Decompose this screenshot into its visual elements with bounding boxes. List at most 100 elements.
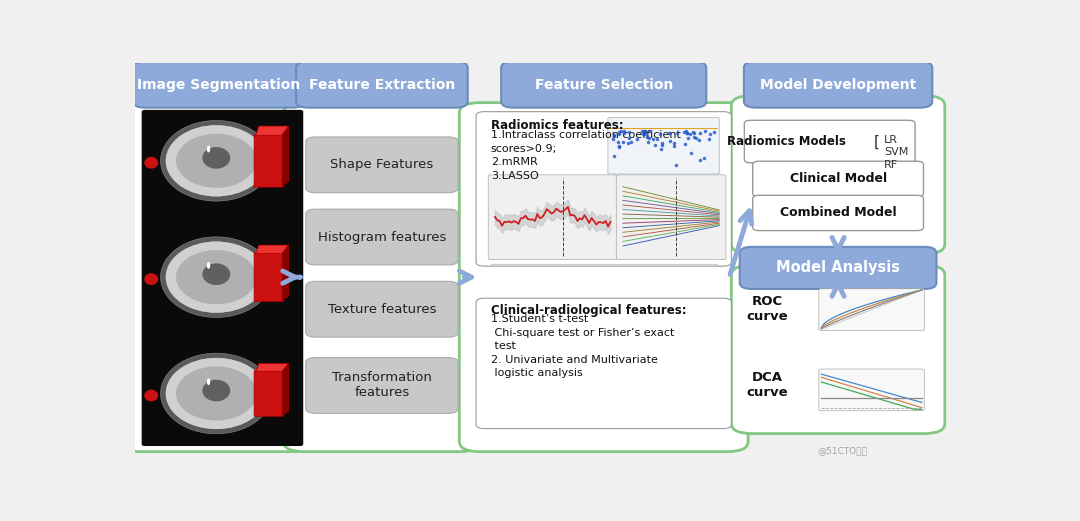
- Point: [620, 139, 637, 147]
- Ellipse shape: [145, 273, 158, 285]
- Point: [633, 127, 650, 135]
- FancyBboxPatch shape: [608, 117, 719, 174]
- Text: Feature Extraction: Feature Extraction: [309, 78, 455, 92]
- Point: [653, 141, 671, 150]
- Point: [651, 129, 669, 138]
- Ellipse shape: [161, 237, 272, 317]
- FancyBboxPatch shape: [133, 61, 305, 108]
- FancyBboxPatch shape: [296, 61, 468, 108]
- Polygon shape: [256, 126, 288, 135]
- Point: [701, 130, 718, 139]
- Point: [634, 130, 651, 138]
- Text: Transformation
features: Transformation features: [332, 371, 432, 400]
- Point: [701, 134, 718, 143]
- FancyBboxPatch shape: [120, 103, 318, 452]
- Point: [691, 136, 708, 144]
- Point: [609, 138, 626, 146]
- Point: [677, 127, 694, 135]
- Text: Clinical-radiological features:: Clinical-radiological features:: [490, 304, 687, 317]
- Point: [678, 129, 696, 137]
- Point: [679, 134, 697, 142]
- Ellipse shape: [202, 147, 230, 169]
- Ellipse shape: [166, 126, 267, 196]
- Polygon shape: [282, 126, 288, 187]
- Ellipse shape: [258, 264, 261, 271]
- FancyBboxPatch shape: [254, 134, 284, 187]
- FancyBboxPatch shape: [731, 265, 945, 433]
- FancyBboxPatch shape: [306, 137, 458, 193]
- Point: [642, 127, 659, 135]
- Text: 1.Intraclass correlation coefficient
scores>0.9;
2.mRMR
3.LASSO: 1.Intraclass correlation coefficient sco…: [490, 130, 680, 181]
- Point: [685, 128, 702, 136]
- Point: [621, 128, 638, 136]
- Ellipse shape: [176, 134, 257, 188]
- Ellipse shape: [166, 242, 267, 313]
- Text: ROC
curve: ROC curve: [746, 295, 787, 323]
- FancyBboxPatch shape: [284, 103, 481, 452]
- Point: [639, 138, 657, 146]
- Ellipse shape: [207, 262, 211, 269]
- Ellipse shape: [258, 147, 261, 154]
- Ellipse shape: [176, 250, 257, 304]
- Point: [660, 128, 677, 137]
- Text: Radiomics features:: Radiomics features:: [490, 119, 623, 132]
- Point: [636, 128, 653, 136]
- Text: Feature Selection: Feature Selection: [535, 78, 673, 92]
- Point: [638, 133, 656, 141]
- FancyBboxPatch shape: [740, 247, 936, 289]
- Point: [691, 128, 708, 137]
- Ellipse shape: [161, 120, 272, 201]
- FancyBboxPatch shape: [306, 357, 458, 413]
- FancyBboxPatch shape: [141, 110, 303, 446]
- Polygon shape: [282, 364, 288, 416]
- Text: [: [: [874, 135, 880, 150]
- Text: DCA
curve: DCA curve: [746, 371, 787, 400]
- Polygon shape: [282, 245, 288, 301]
- Point: [665, 139, 683, 147]
- Point: [610, 143, 627, 151]
- Point: [705, 128, 723, 137]
- Ellipse shape: [176, 366, 257, 420]
- FancyBboxPatch shape: [306, 281, 458, 337]
- Point: [636, 127, 653, 135]
- Polygon shape: [256, 364, 288, 371]
- Ellipse shape: [202, 380, 230, 401]
- Text: LR
SVM
RF: LR SVM RF: [885, 135, 908, 169]
- FancyBboxPatch shape: [501, 61, 706, 108]
- Point: [636, 130, 653, 138]
- Ellipse shape: [166, 358, 267, 429]
- Point: [666, 161, 684, 169]
- Text: Texture features: Texture features: [327, 303, 436, 316]
- Point: [606, 152, 623, 160]
- Point: [610, 142, 627, 150]
- Point: [645, 135, 662, 143]
- FancyBboxPatch shape: [744, 120, 915, 163]
- FancyBboxPatch shape: [744, 61, 932, 108]
- FancyBboxPatch shape: [488, 175, 617, 259]
- Point: [686, 133, 703, 141]
- Point: [622, 138, 639, 146]
- Ellipse shape: [207, 145, 211, 153]
- Point: [697, 127, 714, 135]
- Text: @51CTO博客: @51CTO博客: [818, 446, 867, 455]
- Text: Model Development: Model Development: [760, 78, 916, 92]
- Text: Histogram features: Histogram features: [318, 230, 446, 243]
- FancyBboxPatch shape: [753, 161, 923, 196]
- Ellipse shape: [207, 378, 211, 385]
- Point: [691, 156, 708, 164]
- Point: [696, 154, 713, 163]
- Point: [669, 129, 686, 137]
- Point: [665, 142, 683, 151]
- FancyBboxPatch shape: [306, 209, 458, 265]
- FancyBboxPatch shape: [459, 103, 748, 452]
- Text: 1.Student’s t-test
 Chi-square test or Fisher’s exact
 test
2. Univariate and Mu: 1.Student’s t-test Chi-square test or Fi…: [490, 314, 674, 378]
- Text: Combined Model: Combined Model: [780, 206, 896, 219]
- FancyBboxPatch shape: [819, 369, 924, 411]
- Text: Clinical Model: Clinical Model: [789, 172, 887, 185]
- Point: [647, 141, 664, 149]
- Text: Image Segmentation: Image Segmentation: [137, 78, 300, 92]
- Point: [606, 130, 623, 139]
- Ellipse shape: [202, 264, 230, 285]
- Point: [640, 134, 658, 142]
- Text: Model Analysis: Model Analysis: [777, 260, 900, 276]
